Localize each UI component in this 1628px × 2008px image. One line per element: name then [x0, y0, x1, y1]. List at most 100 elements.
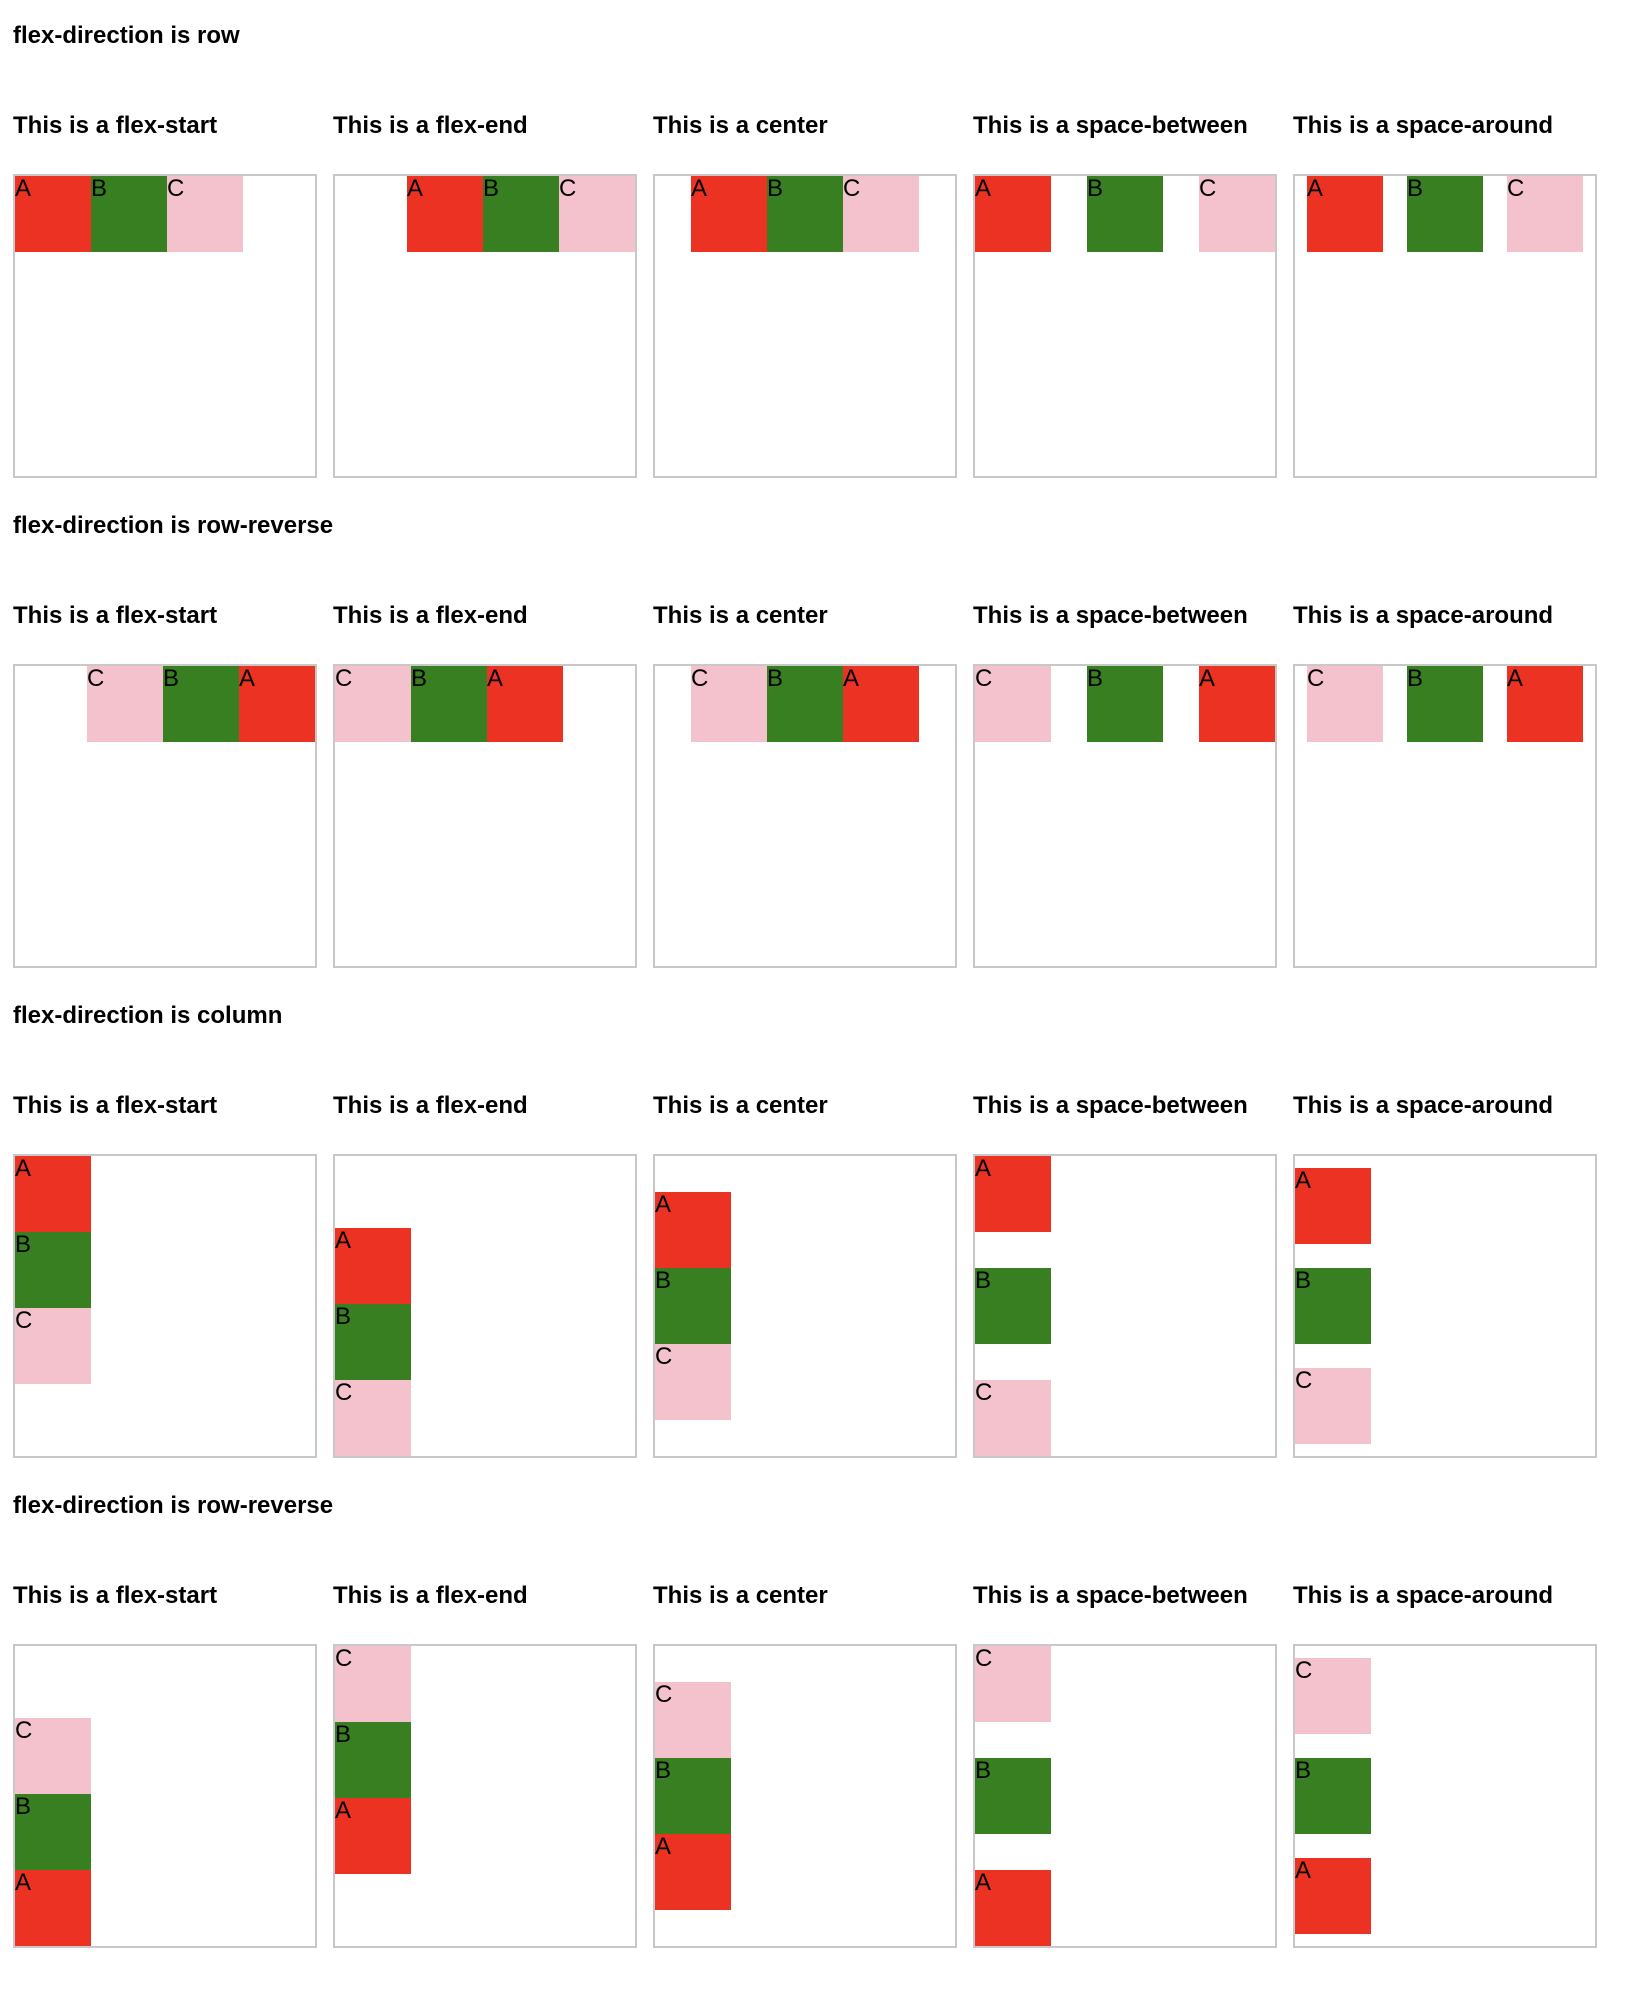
justify-example: This is a flex-end A B C	[333, 112, 638, 478]
flex-item-c: C	[1295, 1368, 1371, 1444]
flex-item-c: C	[87, 666, 163, 742]
justify-example: This is a space-around A B C	[1293, 1582, 1598, 1948]
flex-item-c: C	[655, 1344, 731, 1420]
flex-item-a: A	[655, 1834, 731, 1910]
flex-item-b: B	[655, 1268, 731, 1344]
flex-item-c: C	[15, 1308, 91, 1384]
justify-example: This is a space-between A B C	[973, 1582, 1278, 1948]
flex-item-b: B	[975, 1268, 1051, 1344]
flex-item-b: B	[975, 1758, 1051, 1834]
flex-item-a: A	[1295, 1858, 1371, 1934]
section-title: flex-direction is row	[13, 22, 240, 49]
flex-item-c: C	[655, 1682, 731, 1758]
flex-item-c: C	[1199, 176, 1275, 252]
flex-item-b: B	[1087, 176, 1163, 252]
flex-item-a: A	[843, 666, 919, 742]
flex-item-a: A	[691, 176, 767, 252]
example-title: This is a space-around	[1293, 602, 1554, 629]
section-title: flex-direction is column	[13, 1002, 283, 1029]
example-title: This is a center	[653, 1582, 828, 1609]
example-title: This is a space-around	[1293, 112, 1554, 139]
flex-item-b: B	[335, 1722, 411, 1798]
flex-item-c: C	[1307, 666, 1383, 742]
flex-item-a: A	[335, 1798, 411, 1874]
flex-item-a: A	[975, 1156, 1051, 1232]
justify-example: This is a flex-end A B C	[333, 602, 638, 968]
flex-item-b: B	[1087, 666, 1163, 742]
flex-item-c: C	[843, 176, 919, 252]
flex-item-b: B	[15, 1794, 91, 1870]
flex-direction-section: flex-direction is column This is a flex-s…	[13, 980, 1623, 1470]
justify-example: This is a center A B C	[653, 602, 958, 968]
justify-example: This is a flex-start A B C	[13, 1582, 318, 1948]
justify-example: This is a flex-end A B C	[333, 1582, 638, 1948]
flex-item-b: B	[483, 176, 559, 252]
example-title: This is a flex-end	[333, 1092, 528, 1119]
flex-item-a: A	[1295, 1168, 1371, 1244]
justify-example: This is a center A B C	[653, 1582, 958, 1948]
example-title: This is a center	[653, 602, 828, 629]
justify-example: This is a center A B C	[653, 112, 958, 478]
flex-item-b: B	[767, 666, 843, 742]
justify-example: This is a space-around A B C	[1293, 1092, 1598, 1458]
example-title: This is a flex-start	[13, 602, 218, 629]
flex-item-a: A	[335, 1228, 411, 1304]
flex-item-c: C	[335, 1646, 411, 1722]
justify-example: This is a space-around A B C	[1293, 602, 1598, 968]
flex-direction-section: flex-direction is row-reverse This is a f…	[13, 490, 1623, 980]
flex-item-a: A	[487, 666, 563, 742]
example-title: This is a space-between	[973, 1092, 1248, 1119]
example-title: This is a flex-end	[333, 112, 528, 139]
flex-item-b: B	[163, 666, 239, 742]
justify-example: This is a space-between A B C	[973, 602, 1278, 968]
example-title: This is a space-between	[973, 602, 1248, 629]
example-title: This is a space-around	[1293, 1582, 1554, 1609]
flex-item-b: B	[655, 1758, 731, 1834]
flex-item-c: C	[167, 176, 243, 252]
flex-item-b: B	[1407, 176, 1483, 252]
justify-example: This is a space-around A B C	[1293, 112, 1598, 478]
justify-example: This is a center A B C	[653, 1092, 958, 1458]
flex-item-a: A	[15, 1870, 91, 1946]
flex-item-b: B	[411, 666, 487, 742]
flex-item-a: A	[655, 1192, 731, 1268]
flex-item-c: C	[15, 1718, 91, 1794]
flex-item-a: A	[1307, 176, 1383, 252]
flex-item-b: B	[91, 176, 167, 252]
flex-item-c: C	[335, 1380, 411, 1456]
flex-item-c: C	[1507, 176, 1583, 252]
justify-example: This is a space-between A B C	[973, 1092, 1278, 1458]
flex-item-a: A	[239, 666, 315, 742]
flex-item-b: B	[1295, 1268, 1371, 1344]
example-title: This is a flex-start	[13, 1582, 218, 1609]
example-title: This is a flex-end	[333, 1582, 528, 1609]
example-title: This is a center	[653, 112, 828, 139]
flex-item-c: C	[975, 1646, 1051, 1722]
flex-item-a: A	[975, 1870, 1051, 1946]
example-title: This is a flex-end	[333, 602, 528, 629]
justify-example: This is a flex-start A B C	[13, 112, 318, 478]
justify-example: This is a flex-start A B C	[13, 1092, 318, 1458]
example-title: This is a space-between	[973, 1582, 1248, 1609]
flex-item-a: A	[1199, 666, 1275, 742]
flex-item-c: C	[691, 666, 767, 742]
flex-direction-section: flex-direction is row This is a flex-star…	[13, 0, 1623, 490]
flex-item-b: B	[767, 176, 843, 252]
example-title: This is a flex-start	[13, 112, 218, 139]
